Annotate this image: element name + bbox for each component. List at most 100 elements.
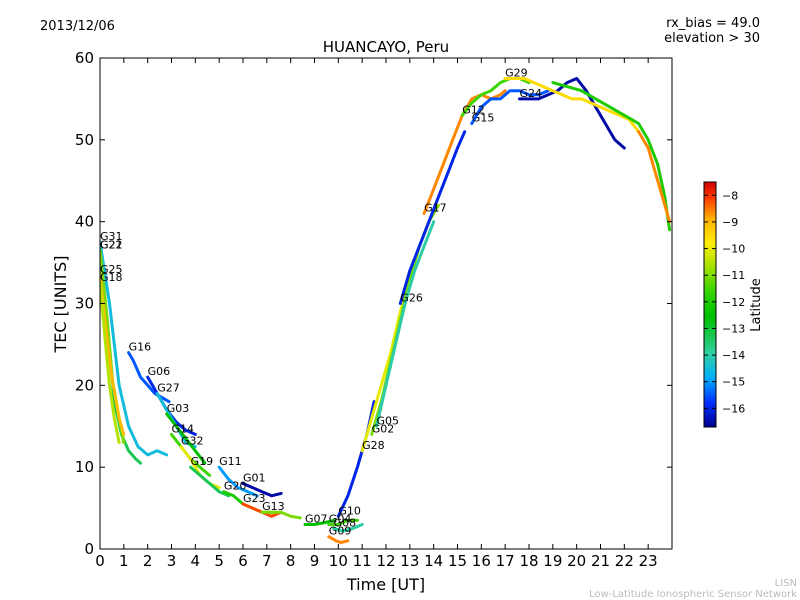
y-axis-label: TEC [UNITS] <box>51 256 70 354</box>
series-line-g15 <box>470 89 550 125</box>
footer-network: Low-Latitude Ionospheric Sensor Network <box>589 589 797 600</box>
series-label-g18: G18 <box>100 271 123 284</box>
series-label-g02: G02 <box>372 422 395 435</box>
series-label-g17: G17 <box>424 201 447 214</box>
series-line-g24 <box>518 77 626 150</box>
series-label-g11: G11 <box>219 455 242 468</box>
series-label-g01: G01 <box>243 472 266 485</box>
series-line-g01 <box>241 482 283 498</box>
elevation-label: elevation > 30 <box>664 31 760 46</box>
colorbar-tick-label: −15 <box>722 376 745 389</box>
x-tick-label: 22 <box>615 552 634 570</box>
x-tick-label: 20 <box>567 552 586 570</box>
x-tick-label: 21 <box>591 552 610 570</box>
series-label-g26: G26 <box>400 292 423 305</box>
series-label-g22: G22 <box>100 238 123 251</box>
series-line-g13 <box>260 510 302 520</box>
x-tick-label: 15 <box>448 552 467 570</box>
series-label-g27: G27 <box>157 382 180 395</box>
series-line-g29 <box>503 77 641 134</box>
series-label-g31: G31 <box>100 230 123 243</box>
x-axis-label: Time [UT] <box>346 575 425 594</box>
colorbar-tick-label: −16 <box>722 402 745 415</box>
series-label-g25: G25 <box>100 263 123 276</box>
series-label-g07: G07 <box>305 512 328 525</box>
y-tick-label: 50 <box>75 131 94 149</box>
colorbar-ticks: −8 −9 −10 −11 −12 −13 −14 −15 −16 <box>704 189 745 415</box>
series-label-g21: G21 <box>100 238 123 251</box>
colorbar-label: Latitude <box>749 278 764 332</box>
x-tick-label: 3 <box>167 552 177 570</box>
x-tick-label: 18 <box>519 552 538 570</box>
colorbar-gradient <box>703 181 717 428</box>
series-label-g28: G28 <box>362 439 385 452</box>
series-line-g31 <box>100 240 169 457</box>
colorbar-tick-label: −12 <box>722 296 745 309</box>
series-line-g03 <box>165 412 207 465</box>
series-line-g07 <box>303 518 336 526</box>
colorbar-tick-label: −10 <box>722 243 745 256</box>
series-label-g08: G08 <box>334 517 357 530</box>
x-tick-label: 6 <box>238 552 248 570</box>
series-line-g11 <box>217 465 259 498</box>
y-tick-label: 30 <box>75 295 94 313</box>
y-tick-label: 60 <box>75 49 94 67</box>
series-line-g10 <box>336 400 376 518</box>
footer-lisn: LISN <box>775 578 797 589</box>
date-label: 2013/12/06 <box>40 19 115 34</box>
series-line-g18 <box>100 281 121 445</box>
y-tick-label: 10 <box>75 458 94 476</box>
series-label-g19: G19 <box>191 455 214 468</box>
series-label-g32: G32 <box>181 435 204 448</box>
series-label-g05: G05 <box>376 414 399 427</box>
y-tick-label: 40 <box>75 213 94 231</box>
x-tick-label: 1 <box>119 552 129 570</box>
colorbar-tick-label: −8 <box>722 189 738 202</box>
series-label-g12: G12 <box>462 103 485 116</box>
x-tick-label: 23 <box>639 552 658 570</box>
series-line-g09 <box>327 535 350 544</box>
x-tick-label: 14 <box>424 552 443 570</box>
x-tick-label: 19 <box>543 552 562 570</box>
colorbar-tick-label: −9 <box>722 216 738 229</box>
y-axis: 0 10 20 30 40 50 60 <box>75 49 672 558</box>
colorbar-tick-label: −13 <box>722 322 745 335</box>
x-tick-label: 10 <box>329 552 348 570</box>
x-tick-label: 4 <box>191 552 201 570</box>
series-line-g05 <box>375 220 436 428</box>
series-line-g08 <box>332 523 364 533</box>
colorbar-tick-label: −14 <box>722 349 745 362</box>
x-tick-label: 16 <box>472 552 491 570</box>
y-tick-label: 20 <box>75 376 94 394</box>
series-label-g15: G15 <box>472 111 495 124</box>
series-label-g06: G06 <box>148 365 171 378</box>
x-tick-label: 13 <box>400 552 419 570</box>
x-tick-label: 11 <box>353 552 372 570</box>
x-tick-label: 7 <box>262 552 272 570</box>
series-label-g16: G16 <box>129 341 152 354</box>
x-tick-label: 17 <box>496 552 515 570</box>
x-tick-label: 0 <box>95 552 105 570</box>
series-label-g23: G23 <box>243 492 266 505</box>
series-layer <box>100 77 672 544</box>
series-line-g04 <box>327 518 359 526</box>
series-line-g16 <box>127 351 171 404</box>
x-tick-label: 9 <box>310 552 320 570</box>
series-label-g20: G20 <box>224 480 247 493</box>
x-tick-label: 5 <box>214 552 224 570</box>
series-label-g09: G09 <box>329 525 352 538</box>
series-label-g29: G29 <box>505 66 528 79</box>
series-line <box>637 130 672 224</box>
x-tick-label: 12 <box>376 552 395 570</box>
series-label-g14: G14 <box>172 422 195 435</box>
x-axis: 0 1 2 3 4 5 6 7 8 9 10 11 12 13 14 15 16 17 18 19 20 21 22 23 <box>95 58 658 570</box>
series-label-g24: G24 <box>519 87 542 100</box>
series-line-g19 <box>189 465 231 498</box>
series-label-g10: G10 <box>338 504 361 517</box>
series-label-g03: G03 <box>167 402 190 415</box>
series-line-g26 <box>398 130 467 305</box>
plot-frame <box>99 57 673 550</box>
colorbar-tick-label: −11 <box>722 269 745 282</box>
